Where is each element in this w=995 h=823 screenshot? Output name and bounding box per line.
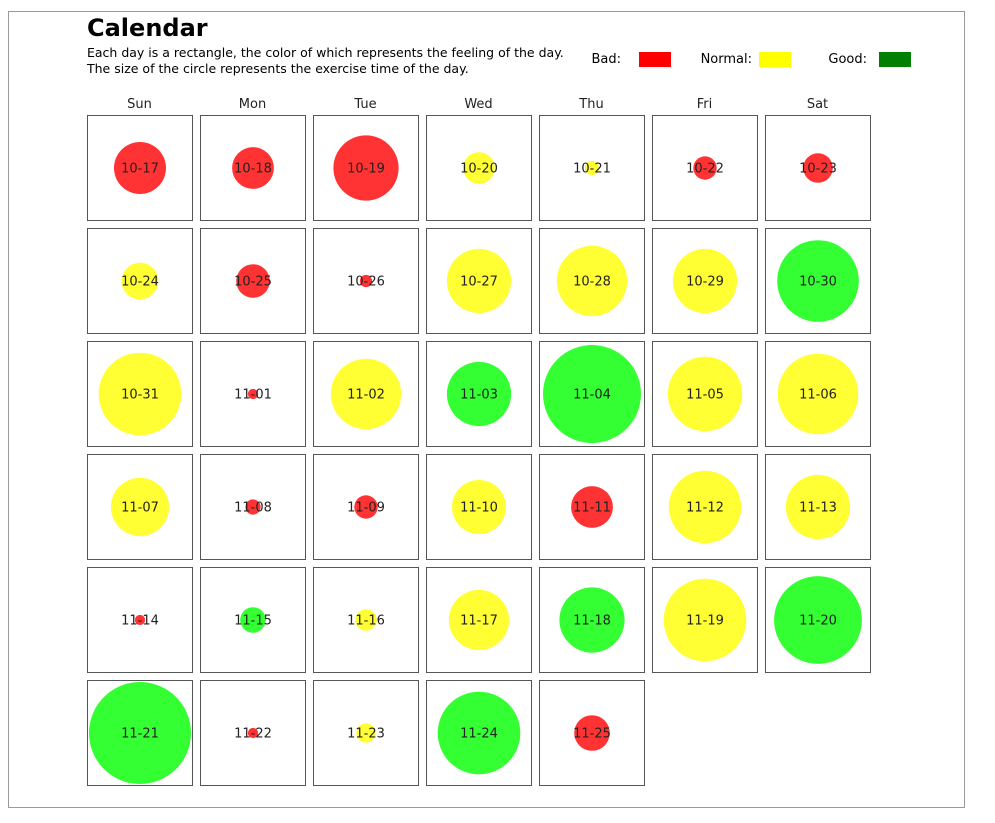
- exercise-circle-10-30: [777, 240, 859, 322]
- day-label-10-22: 10-22: [686, 162, 724, 177]
- exercise-circle-11-12: [668, 470, 742, 544]
- exercise-circle-10-25: [236, 264, 270, 298]
- day-label-11-13: 11-13: [799, 501, 837, 516]
- exercise-circle-11-22: [247, 727, 259, 739]
- day-label-11-21: 11-21: [121, 727, 159, 742]
- exercise-circle-10-22: [693, 156, 717, 180]
- chart-subtitle-line-2: The size of the circle represents the ex…: [87, 61, 469, 76]
- day-label-11-12: 11-12: [686, 501, 724, 516]
- exercise-circle-10-21: [584, 160, 600, 176]
- exercise-circle-11-08: [245, 499, 261, 515]
- day-label-11-11: 11-11: [573, 501, 611, 516]
- day-label-10-17: 10-17: [121, 162, 159, 177]
- legend-label-normal: Normal:: [700, 52, 752, 67]
- day-label-11-20: 11-20: [799, 614, 837, 629]
- day-label-11-01: 11-01: [234, 388, 272, 403]
- weekday-label-tue: Tue: [353, 97, 376, 112]
- day-label-10-27: 10-27: [460, 275, 498, 290]
- exercise-circle-11-25: [574, 715, 610, 751]
- exercise-circle-10-29: [672, 248, 738, 314]
- day-label-11-09: 11-09: [347, 501, 385, 516]
- exercise-circle-11-07: [110, 477, 170, 537]
- exercise-circle-11-24: [437, 691, 521, 775]
- exercise-circle-11-16: [355, 609, 377, 631]
- day-label-10-19: 10-19: [347, 162, 385, 177]
- exercise-circle-11-23: [356, 723, 376, 743]
- exercise-circle-11-17: [448, 589, 510, 651]
- day-label-11-15: 11-15: [234, 614, 272, 629]
- day-label-10-21: 10-21: [573, 162, 611, 177]
- day-label-11-05: 11-05: [686, 388, 724, 403]
- chart-title: Calendar: [87, 14, 208, 42]
- day-label-11-19: 11-19: [686, 614, 724, 629]
- exercise-circle-10-28: [556, 245, 628, 317]
- day-label-11-24: 11-24: [460, 727, 498, 742]
- day-label-11-14: 11-14: [121, 614, 159, 629]
- day-label-11-18: 11-18: [573, 614, 611, 629]
- legend-label-good: Good:: [828, 52, 867, 67]
- legend-swatch-normal: [759, 52, 791, 67]
- exercise-circle-11-10: [452, 480, 506, 534]
- day-label-11-22: 11-22: [234, 727, 272, 742]
- exercise-circle-10-19: [333, 135, 399, 201]
- exercise-circle-10-20: [463, 152, 495, 184]
- exercise-circle-10-23: [803, 153, 833, 183]
- exercise-circle-11-04: [543, 345, 641, 443]
- chart-subtitle-line-1: Each day is a rectangle, the color of wh…: [87, 45, 564, 60]
- weekday-label-sun: Sun: [127, 97, 152, 112]
- chart-frame: [8, 11, 965, 808]
- legend-swatch-bad: [639, 52, 671, 67]
- exercise-circle-11-19: [663, 578, 747, 662]
- weekday-label-wed: Wed: [464, 97, 492, 112]
- weekday-label-mon: Mon: [239, 97, 266, 112]
- day-label-10-30: 10-30: [799, 275, 837, 290]
- weekday-label-sat: Sat: [807, 97, 828, 112]
- exercise-circle-11-14: [134, 614, 146, 626]
- day-label-10-26: 10-26: [347, 275, 385, 290]
- exercise-circle-10-26: [359, 274, 373, 288]
- weekday-label-fri: Fri: [697, 97, 713, 112]
- weekday-label-thu: Thu: [578, 97, 603, 112]
- exercise-circle-10-27: [446, 248, 512, 314]
- day-label-10-23: 10-23: [799, 162, 837, 177]
- legend-swatch-good: [879, 52, 911, 67]
- day-label-10-20: 10-20: [460, 162, 498, 177]
- exercise-circle-11-06: [777, 353, 859, 435]
- day-cell-11-14: [87, 567, 193, 673]
- exercise-circle-11-02: [330, 358, 402, 430]
- day-label-11-07: 11-07: [121, 501, 159, 516]
- exercise-circle-11-09: [354, 495, 378, 519]
- day-label-11-02: 11-02: [347, 388, 385, 403]
- day-label-10-18: 10-18: [234, 162, 272, 177]
- exercise-circle-11-21: [89, 682, 191, 784]
- day-label-10-28: 10-28: [573, 275, 611, 290]
- day-label-11-25: 11-25: [573, 727, 611, 742]
- exercise-circle-11-03: [446, 361, 512, 427]
- day-label-11-06: 11-06: [799, 388, 837, 403]
- day-label-11-16: 11-16: [347, 614, 385, 629]
- day-label-10-25: 10-25: [234, 275, 272, 290]
- exercise-circle-11-01: [247, 388, 259, 400]
- day-label-11-04: 11-04: [573, 388, 611, 403]
- exercise-circle-11-13: [785, 474, 851, 540]
- exercise-circle-11-20: [774, 576, 862, 664]
- day-label-10-24: 10-24: [121, 275, 159, 290]
- exercise-circle-11-05: [667, 356, 743, 432]
- day-label-11-03: 11-03: [460, 388, 498, 403]
- exercise-circle-10-18: [232, 147, 274, 189]
- day-label-10-29: 10-29: [686, 275, 724, 290]
- exercise-circle-11-11: [571, 486, 613, 528]
- exercise-circle-10-24: [121, 262, 159, 300]
- day-label-10-31: 10-31: [121, 388, 159, 403]
- legend-label-bad: Bad:: [591, 52, 621, 67]
- exercise-circle-11-15: [240, 607, 266, 633]
- exercise-circle-10-17: [114, 142, 166, 194]
- day-label-11-08: 11-08: [234, 501, 272, 516]
- exercise-circle-10-31: [98, 352, 182, 436]
- day-label-11-17: 11-17: [460, 614, 498, 629]
- day-label-11-10: 11-10: [460, 501, 498, 516]
- exercise-circle-11-18: [559, 587, 625, 653]
- day-label-11-23: 11-23: [347, 727, 385, 742]
